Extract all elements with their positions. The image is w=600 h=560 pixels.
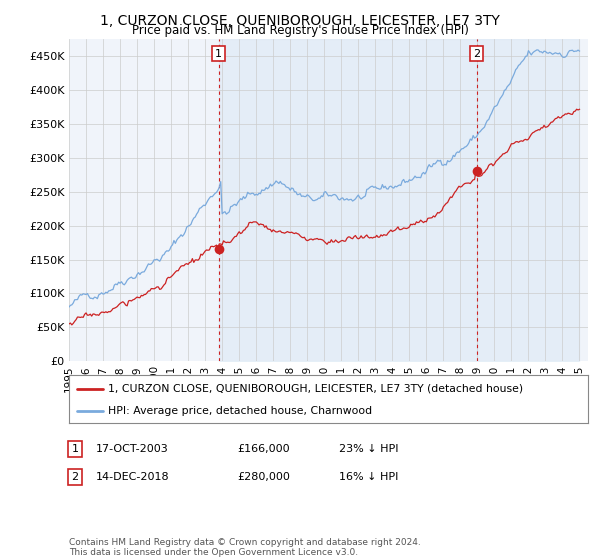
Text: 14-DEC-2018: 14-DEC-2018 <box>96 472 170 482</box>
Text: 1, CURZON CLOSE, QUENIBOROUGH, LEICESTER, LE7 3TY (detached house): 1, CURZON CLOSE, QUENIBOROUGH, LEICESTER… <box>108 384 523 394</box>
Text: 23% ↓ HPI: 23% ↓ HPI <box>339 444 398 454</box>
Text: £166,000: £166,000 <box>237 444 290 454</box>
Text: 2: 2 <box>473 49 480 59</box>
Text: HPI: Average price, detached house, Charnwood: HPI: Average price, detached house, Char… <box>108 406 372 416</box>
Text: £280,000: £280,000 <box>237 472 290 482</box>
Text: 2: 2 <box>71 472 79 482</box>
Text: Contains HM Land Registry data © Crown copyright and database right 2024.
This d: Contains HM Land Registry data © Crown c… <box>69 538 421 557</box>
Text: 1, CURZON CLOSE, QUENIBOROUGH, LEICESTER, LE7 3TY: 1, CURZON CLOSE, QUENIBOROUGH, LEICESTER… <box>100 14 500 28</box>
Text: 16% ↓ HPI: 16% ↓ HPI <box>339 472 398 482</box>
Text: 1: 1 <box>215 49 222 59</box>
Text: Price paid vs. HM Land Registry's House Price Index (HPI): Price paid vs. HM Land Registry's House … <box>131 24 469 37</box>
Text: 1: 1 <box>71 444 79 454</box>
Text: 17-OCT-2003: 17-OCT-2003 <box>96 444 169 454</box>
